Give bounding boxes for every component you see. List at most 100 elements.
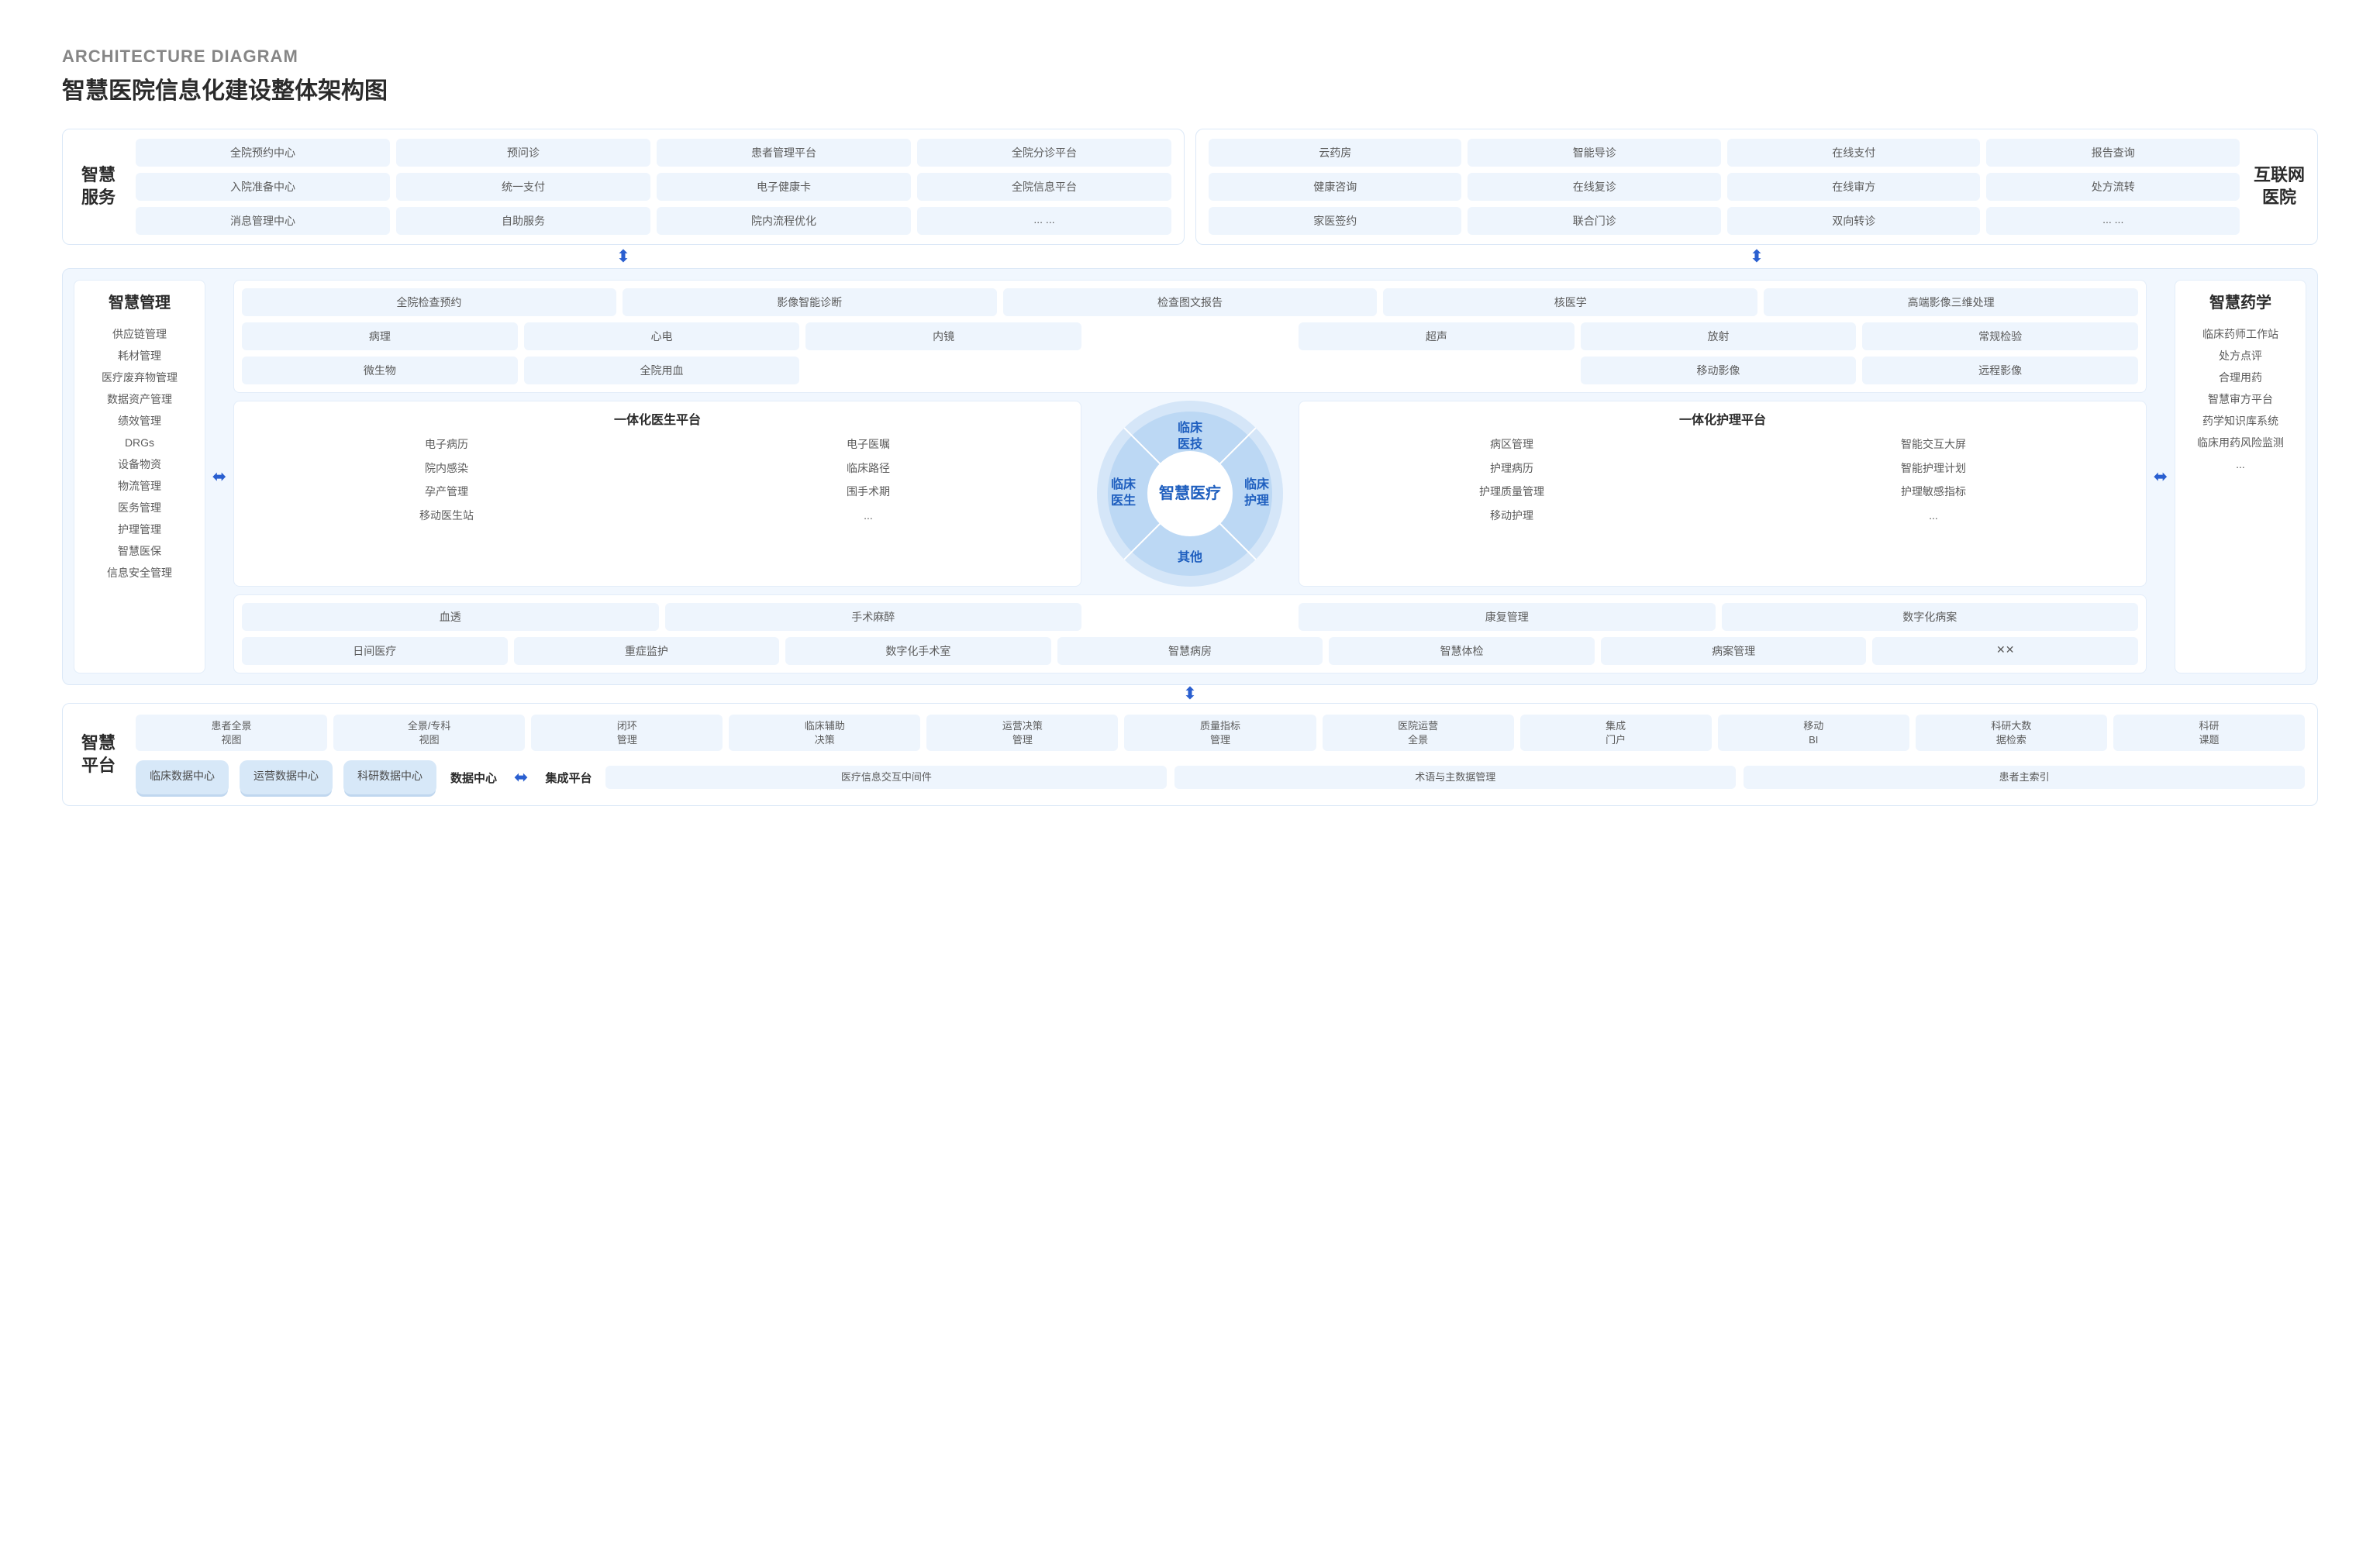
clinical-tech-row1: 全院检查预约影像智能诊断检查图文报告核医学高端影像三维处理 bbox=[242, 288, 2138, 316]
chip: 全院预约中心 bbox=[136, 139, 390, 167]
chip: ✕✕ bbox=[1872, 637, 2138, 665]
chip: 智慧病房 bbox=[1057, 637, 1323, 665]
chip: 在线支付 bbox=[1727, 139, 1981, 167]
doctor-platform-title: 一体化医生平台 bbox=[243, 409, 1071, 428]
arrows-top: ⬍ ⬍ bbox=[62, 245, 2318, 268]
chip: 全景/专科视图 bbox=[333, 715, 525, 751]
chip: 手术麻醉 bbox=[665, 603, 1082, 631]
chip: 全院用血 bbox=[524, 357, 800, 384]
arrow-bottom: ⬍ bbox=[62, 685, 2318, 703]
chip: 日间医疗 bbox=[242, 637, 508, 665]
chip: 超声 bbox=[1299, 322, 1575, 350]
chip: 报告查询 bbox=[1986, 139, 2240, 167]
header-title: 智慧医院信息化建设整体架构图 bbox=[62, 71, 2318, 105]
top-row: 智慧服务 全院预约中心预问诊患者管理平台全院分诊平台入院准备中心统一支付电子健康… bbox=[62, 129, 2318, 245]
chip: 院内流程优化 bbox=[657, 207, 911, 235]
chip: 云药房 bbox=[1209, 139, 1461, 167]
list-item: 病区管理 bbox=[1309, 434, 1715, 455]
chip: 处方流转 bbox=[1986, 173, 2240, 201]
arrow-col-left: ⬌ bbox=[212, 280, 227, 673]
panel-smart-service: 智慧服务 全院预约中心预问诊患者管理平台全院分诊平台入院准备中心统一支付电子健康… bbox=[62, 129, 1185, 245]
chip: 统一支付 bbox=[396, 173, 650, 201]
chip: 移动BI bbox=[1718, 715, 1909, 751]
list-item: 医疗废弃物管理 bbox=[102, 367, 178, 388]
chip: 消息管理中心 bbox=[136, 207, 390, 235]
donut-seg-bottom: 其他 bbox=[1178, 550, 1202, 567]
smart-management-title: 智慧管理 bbox=[109, 290, 171, 312]
chip: 智能导诊 bbox=[1468, 139, 1721, 167]
chip: 移动影像 bbox=[1581, 357, 1857, 384]
chip: 全院信息平台 bbox=[917, 173, 1171, 201]
chip: 电子健康卡 bbox=[657, 173, 911, 201]
panel-internet-hospital: 互联网医院 云药房智能导诊在线支付报告查询健康咨询在线复诊在线审方处方流转家医签… bbox=[1195, 129, 2318, 245]
arrow-icon: ⬌ bbox=[212, 468, 226, 485]
smart-management-items: 供应链管理耗材管理医疗废弃物管理数据资产管理绩效管理DRGs设备物资物流管理医务… bbox=[102, 323, 178, 584]
donut-seg-right: 临床护理 bbox=[1244, 477, 1269, 510]
list-item: 药学知识库系统 bbox=[2197, 410, 2284, 432]
chip: 患者管理平台 bbox=[657, 139, 911, 167]
cylinder: 科研数据中心 bbox=[343, 760, 436, 794]
diagram-header: ARCHITECTURE DIAGRAM 智慧医院信息化建设整体架构图 bbox=[62, 47, 2318, 105]
chip: 预问诊 bbox=[396, 139, 650, 167]
chip: 质量指标管理 bbox=[1124, 715, 1316, 751]
chip: 健康咨询 bbox=[1209, 173, 1461, 201]
chip: 康复管理 bbox=[1299, 603, 1716, 631]
platform-row2: 临床数据中心运营数据中心科研数据中心 数据中心 ⬌ 集成平台 医疗信息交互中间件… bbox=[136, 760, 2305, 794]
smart-platform-title: 智慧平台 bbox=[75, 732, 122, 777]
doctor-platform: 一体化医生平台 电子病历电子医嘱院内感染临床路径孕产管理围手术期移动医生站... bbox=[233, 401, 1081, 587]
chip: 集成门户 bbox=[1520, 715, 1712, 751]
middle-section: 智慧管理 供应链管理耗材管理医疗废弃物管理数据资产管理绩效管理DRGs设备物资物… bbox=[62, 268, 2318, 685]
list-item: DRGs bbox=[102, 432, 178, 453]
list-item: 信息安全管理 bbox=[102, 562, 178, 584]
smart-pharmacy-col: 智慧药学 临床药师工作站处方点评合理用药智慧审方平台药学知识库系统临床用药风险监… bbox=[2175, 280, 2306, 673]
chip: 智慧体检 bbox=[1329, 637, 1595, 665]
list-item: 处方点评 bbox=[2197, 345, 2284, 367]
list-item: 护理管理 bbox=[102, 518, 178, 540]
list-item: 护理病历 bbox=[1309, 458, 1715, 479]
chip: 全院分诊平台 bbox=[917, 139, 1171, 167]
chip: 在线复诊 bbox=[1468, 173, 1721, 201]
chip: 血透 bbox=[242, 603, 659, 631]
chip: 病案管理 bbox=[1601, 637, 1867, 665]
list-item: 智能交互大屏 bbox=[1730, 434, 2137, 455]
chip: 双向转诊 bbox=[1727, 207, 1981, 235]
chip: 科研课题 bbox=[2113, 715, 2305, 751]
other-band: 血透手术麻醉 康复管理数字化病案 日间医疗重症监护数字化手术室智慧病房智慧体检病… bbox=[233, 594, 2147, 673]
chip: 常规检验 bbox=[1862, 322, 2138, 350]
chip: 影像智能诊断 bbox=[623, 288, 997, 316]
arrow-icon: ⬌ bbox=[2154, 468, 2168, 485]
arrow-col-right: ⬌ bbox=[2153, 280, 2168, 673]
chip: 医院运营全景 bbox=[1323, 715, 1514, 751]
chip: 数字化手术室 bbox=[785, 637, 1051, 665]
list-item: 电子病历 bbox=[243, 434, 650, 455]
doctor-platform-cols: 电子病历电子医嘱院内感染临床路径孕产管理围手术期移动医生站... bbox=[243, 434, 1071, 525]
donut-band: 一体化医生平台 电子病历电子医嘱院内感染临床路径孕产管理围手术期移动医生站...… bbox=[233, 401, 2147, 587]
clinical-tech-r2l: 病理心电内镜 bbox=[242, 322, 1081, 350]
other-r1l: 血透手术麻醉 bbox=[242, 603, 1081, 631]
list-item: 数据资产管理 bbox=[102, 388, 178, 410]
list-item: 电子医嘱 bbox=[665, 434, 1071, 455]
list-item: 智慧审方平台 bbox=[2197, 388, 2284, 410]
chip: 自助服务 bbox=[396, 207, 650, 235]
smart-platform: 智慧平台 患者全景视图全景/专科视图闭环管理临床辅助决策运营决策管理质量指标管理… bbox=[62, 703, 2318, 806]
clinical-tech-r3r: 移动影像远程影像 bbox=[1299, 357, 2138, 384]
list-item: 移动护理 bbox=[1309, 505, 1715, 526]
architecture-diagram: 智慧服务 全院预约中心预问诊患者管理平台全院分诊平台入院准备中心统一支付电子健康… bbox=[62, 129, 2318, 806]
donut-chart: 临床医技 其他 临床医生 临床护理 智慧医疗 bbox=[1097, 401, 1283, 587]
list-item: 智能护理计划 bbox=[1730, 458, 2137, 479]
list-item: 设备物资 bbox=[102, 453, 178, 475]
chip: 微生物 bbox=[242, 357, 518, 384]
nurse-platform-cols: 病区管理智能交互大屏护理病历智能护理计划护理质量管理护理敏感指标移动护理... bbox=[1309, 434, 2137, 525]
arrow-icon: ⬌ bbox=[514, 769, 528, 786]
chip: ... ... bbox=[1986, 207, 2240, 235]
donut-center: 智慧医疗 bbox=[1147, 451, 1233, 536]
internet-hospital-grid: 云药房智能导诊在线支付报告查询健康咨询在线复诊在线审方处方流转家医签约联合门诊双… bbox=[1209, 139, 2240, 235]
list-item: 移动医生站 bbox=[243, 505, 650, 526]
nurse-platform-title: 一体化护理平台 bbox=[1309, 409, 2137, 428]
chip: 术语与主数据管理 bbox=[1174, 766, 1736, 789]
nurse-platform: 一体化护理平台 病区管理智能交互大屏护理病历智能护理计划护理质量管理护理敏感指标… bbox=[1299, 401, 2147, 587]
chip: 闭环管理 bbox=[531, 715, 723, 751]
chip: ... ... bbox=[917, 207, 1171, 235]
list-item: 护理质量管理 bbox=[1309, 481, 1715, 502]
other-r2: 日间医疗重症监护数字化手术室智慧病房智慧体检病案管理✕✕ bbox=[242, 637, 2138, 665]
